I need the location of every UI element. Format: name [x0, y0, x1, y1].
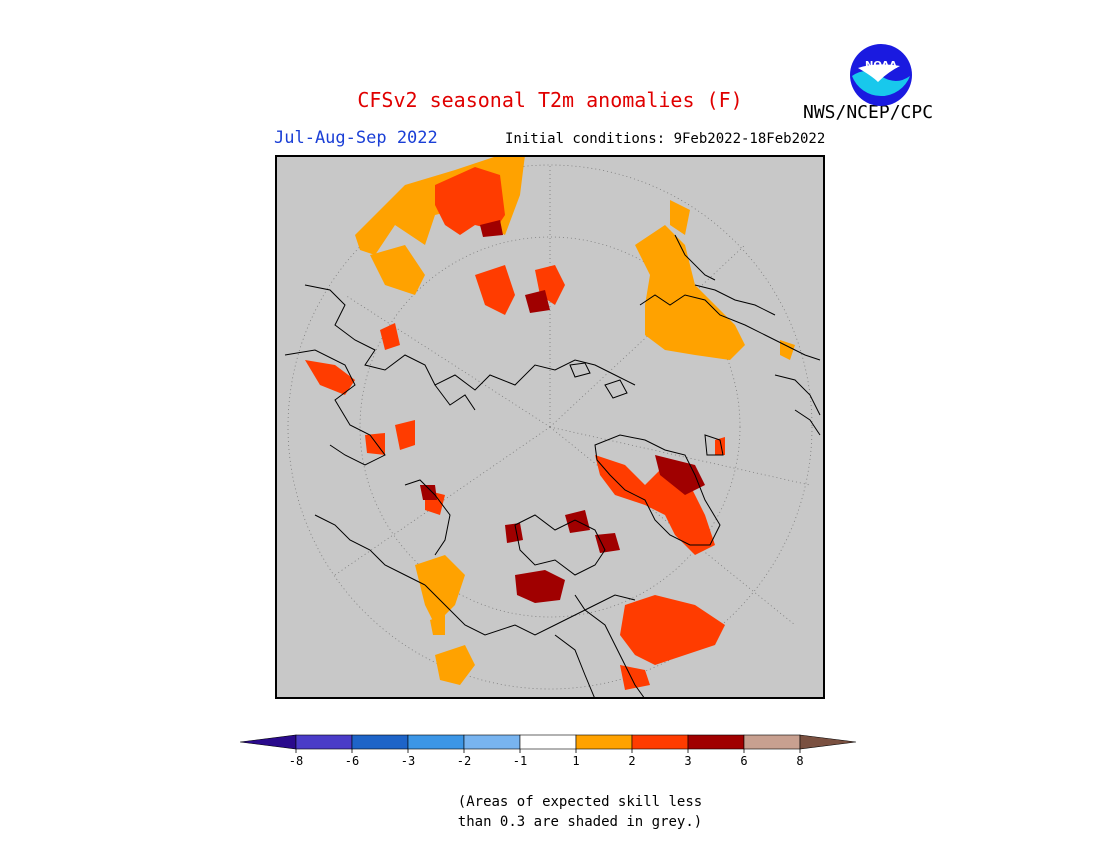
legend-swatch — [687, 734, 745, 750]
initial-conditions-label: Initial conditions: 9Feb2022-18Feb2022 — [505, 131, 826, 147]
legend-tick-label: -1 — [513, 754, 527, 768]
legend-tick-label: -3 — [401, 754, 415, 768]
legend-swatches — [240, 734, 857, 750]
map-frame — [275, 155, 825, 699]
legend-swatch — [743, 734, 801, 750]
legend-arrow-left — [240, 734, 297, 750]
color-bar-legend: -8 -6 -3 -2 -1 1 2 3 6 8 — [240, 734, 857, 768]
legend-tick-label: 1 — [572, 754, 579, 768]
coastlines — [284, 234, 821, 699]
legend-swatch — [295, 734, 353, 750]
graticule — [287, 164, 813, 690]
anomaly-3-6-regions — [420, 220, 705, 603]
logo-text: NOAA — [865, 60, 897, 71]
legend-swatch — [407, 734, 465, 750]
map-content — [284, 155, 821, 699]
legend-tick-label: 8 — [796, 754, 803, 768]
noaa-logo: NOAA — [850, 44, 912, 106]
legend-tick-label: 2 — [628, 754, 635, 768]
legend-arrow-right — [799, 734, 857, 750]
legend-swatch — [463, 734, 521, 750]
legend-swatch — [631, 734, 689, 750]
legend-tick-label: 6 — [740, 754, 747, 768]
legend-swatch — [351, 734, 409, 750]
polar-map — [275, 155, 825, 699]
legend-tick-label: 3 — [684, 754, 691, 768]
legend-swatch — [519, 734, 577, 750]
forecast-period: Jul-Aug-Sep 2022 — [274, 128, 438, 148]
skill-note-line-1: (Areas of expected skill less — [457, 794, 703, 810]
map-title: CFSv2 seasonal T2m anomalies (F) — [357, 88, 743, 112]
skill-note: (Areas of expected skill less than 0.3 a… — [430, 792, 730, 832]
organization-label: NWS/NCEP/CPC — [803, 102, 934, 123]
legend-tick-label: -8 — [289, 754, 303, 768]
legend-swatch — [575, 734, 633, 750]
legend-tick-label: -2 — [457, 754, 471, 768]
legend-tick-label: -6 — [345, 754, 359, 768]
skill-note-line-2: than 0.3 are shaded in grey.) — [457, 814, 703, 830]
legend-ticks: -8 -6 -3 -2 -1 1 2 3 6 8 — [289, 749, 804, 768]
